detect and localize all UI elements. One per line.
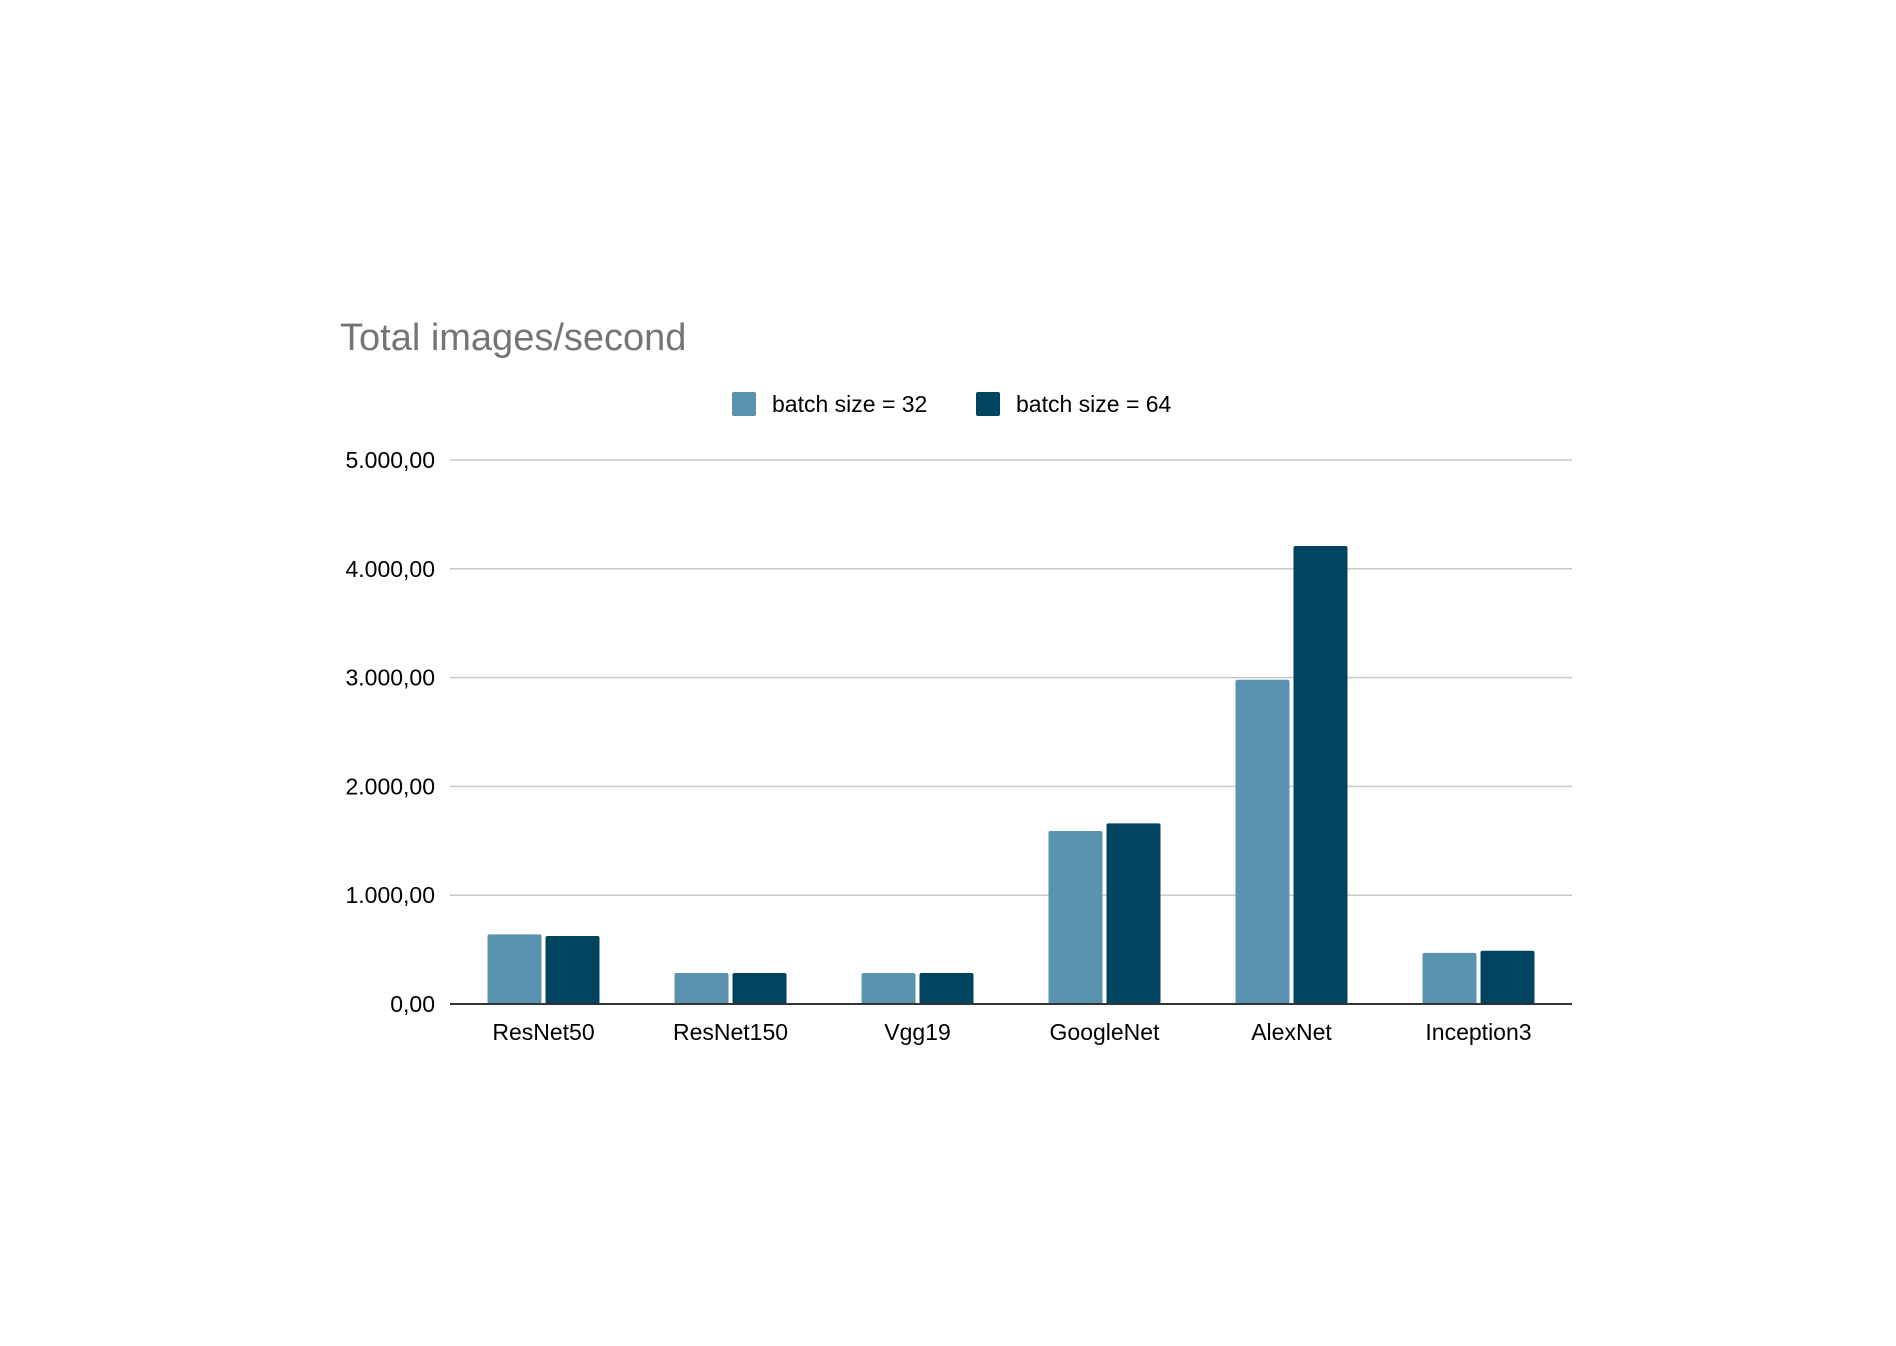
- bar-vgg19-series-2: [919, 972, 974, 1004]
- y-tick-label: 5.000,00: [345, 447, 435, 473]
- bars: [487, 545, 1535, 1004]
- legend-swatch-batch-64: [976, 392, 1000, 416]
- gridlines: [450, 459, 1572, 896]
- x-tick-label: ResNet150: [673, 1019, 788, 1045]
- x-axis-ticks: ResNet50 ResNet150 Vgg19 GoogleNet AlexNet In…: [492, 1019, 1531, 1045]
- bar-inception3-series-2: [1480, 950, 1535, 1004]
- y-tick-label: 2.000,00: [345, 773, 435, 799]
- x-tick-label: GoogleNet: [1050, 1019, 1161, 1045]
- bar-resnet150-series-2: [732, 972, 787, 1004]
- bar-alexnet-series-2: [1293, 545, 1348, 1004]
- legend: batch size = 32 batch size = 64: [732, 391, 1172, 417]
- y-tick-label: 4.000,00: [345, 556, 435, 582]
- chart-title: Total images/second: [340, 317, 686, 359]
- bar-googlenet-series-2: [1106, 823, 1161, 1004]
- bar-alexnet-series-1: [1235, 679, 1290, 1004]
- legend-label-batch-32: batch size = 32: [772, 391, 927, 417]
- bar-inception3-series-1: [1422, 952, 1477, 1004]
- x-tick-label: Vgg19: [884, 1019, 951, 1045]
- y-axis-ticks: 0,00 1.000,00 2.000,00 3.000,00 4.000,00 5.00…: [345, 447, 435, 1017]
- y-tick-label: 0,00: [390, 991, 435, 1017]
- y-tick-label: 3.000,00: [345, 665, 435, 691]
- bar-resnet50-series-2: [545, 936, 600, 1004]
- x-tick-label: ResNet50: [492, 1019, 594, 1045]
- x-tick-label: AlexNet: [1251, 1019, 1332, 1045]
- bar-resnet150-series-1: [674, 972, 729, 1004]
- x-tick-label: Inception3: [1425, 1019, 1531, 1045]
- bar-vgg19-series-1: [861, 972, 916, 1004]
- legend-swatch-batch-32: [732, 392, 756, 416]
- bar-resnet50-series-1: [487, 934, 542, 1004]
- bar-googlenet-series-1: [1048, 831, 1103, 1004]
- y-tick-label: 1.000,00: [345, 882, 435, 908]
- legend-label-batch-64: batch size = 64: [1016, 391, 1172, 417]
